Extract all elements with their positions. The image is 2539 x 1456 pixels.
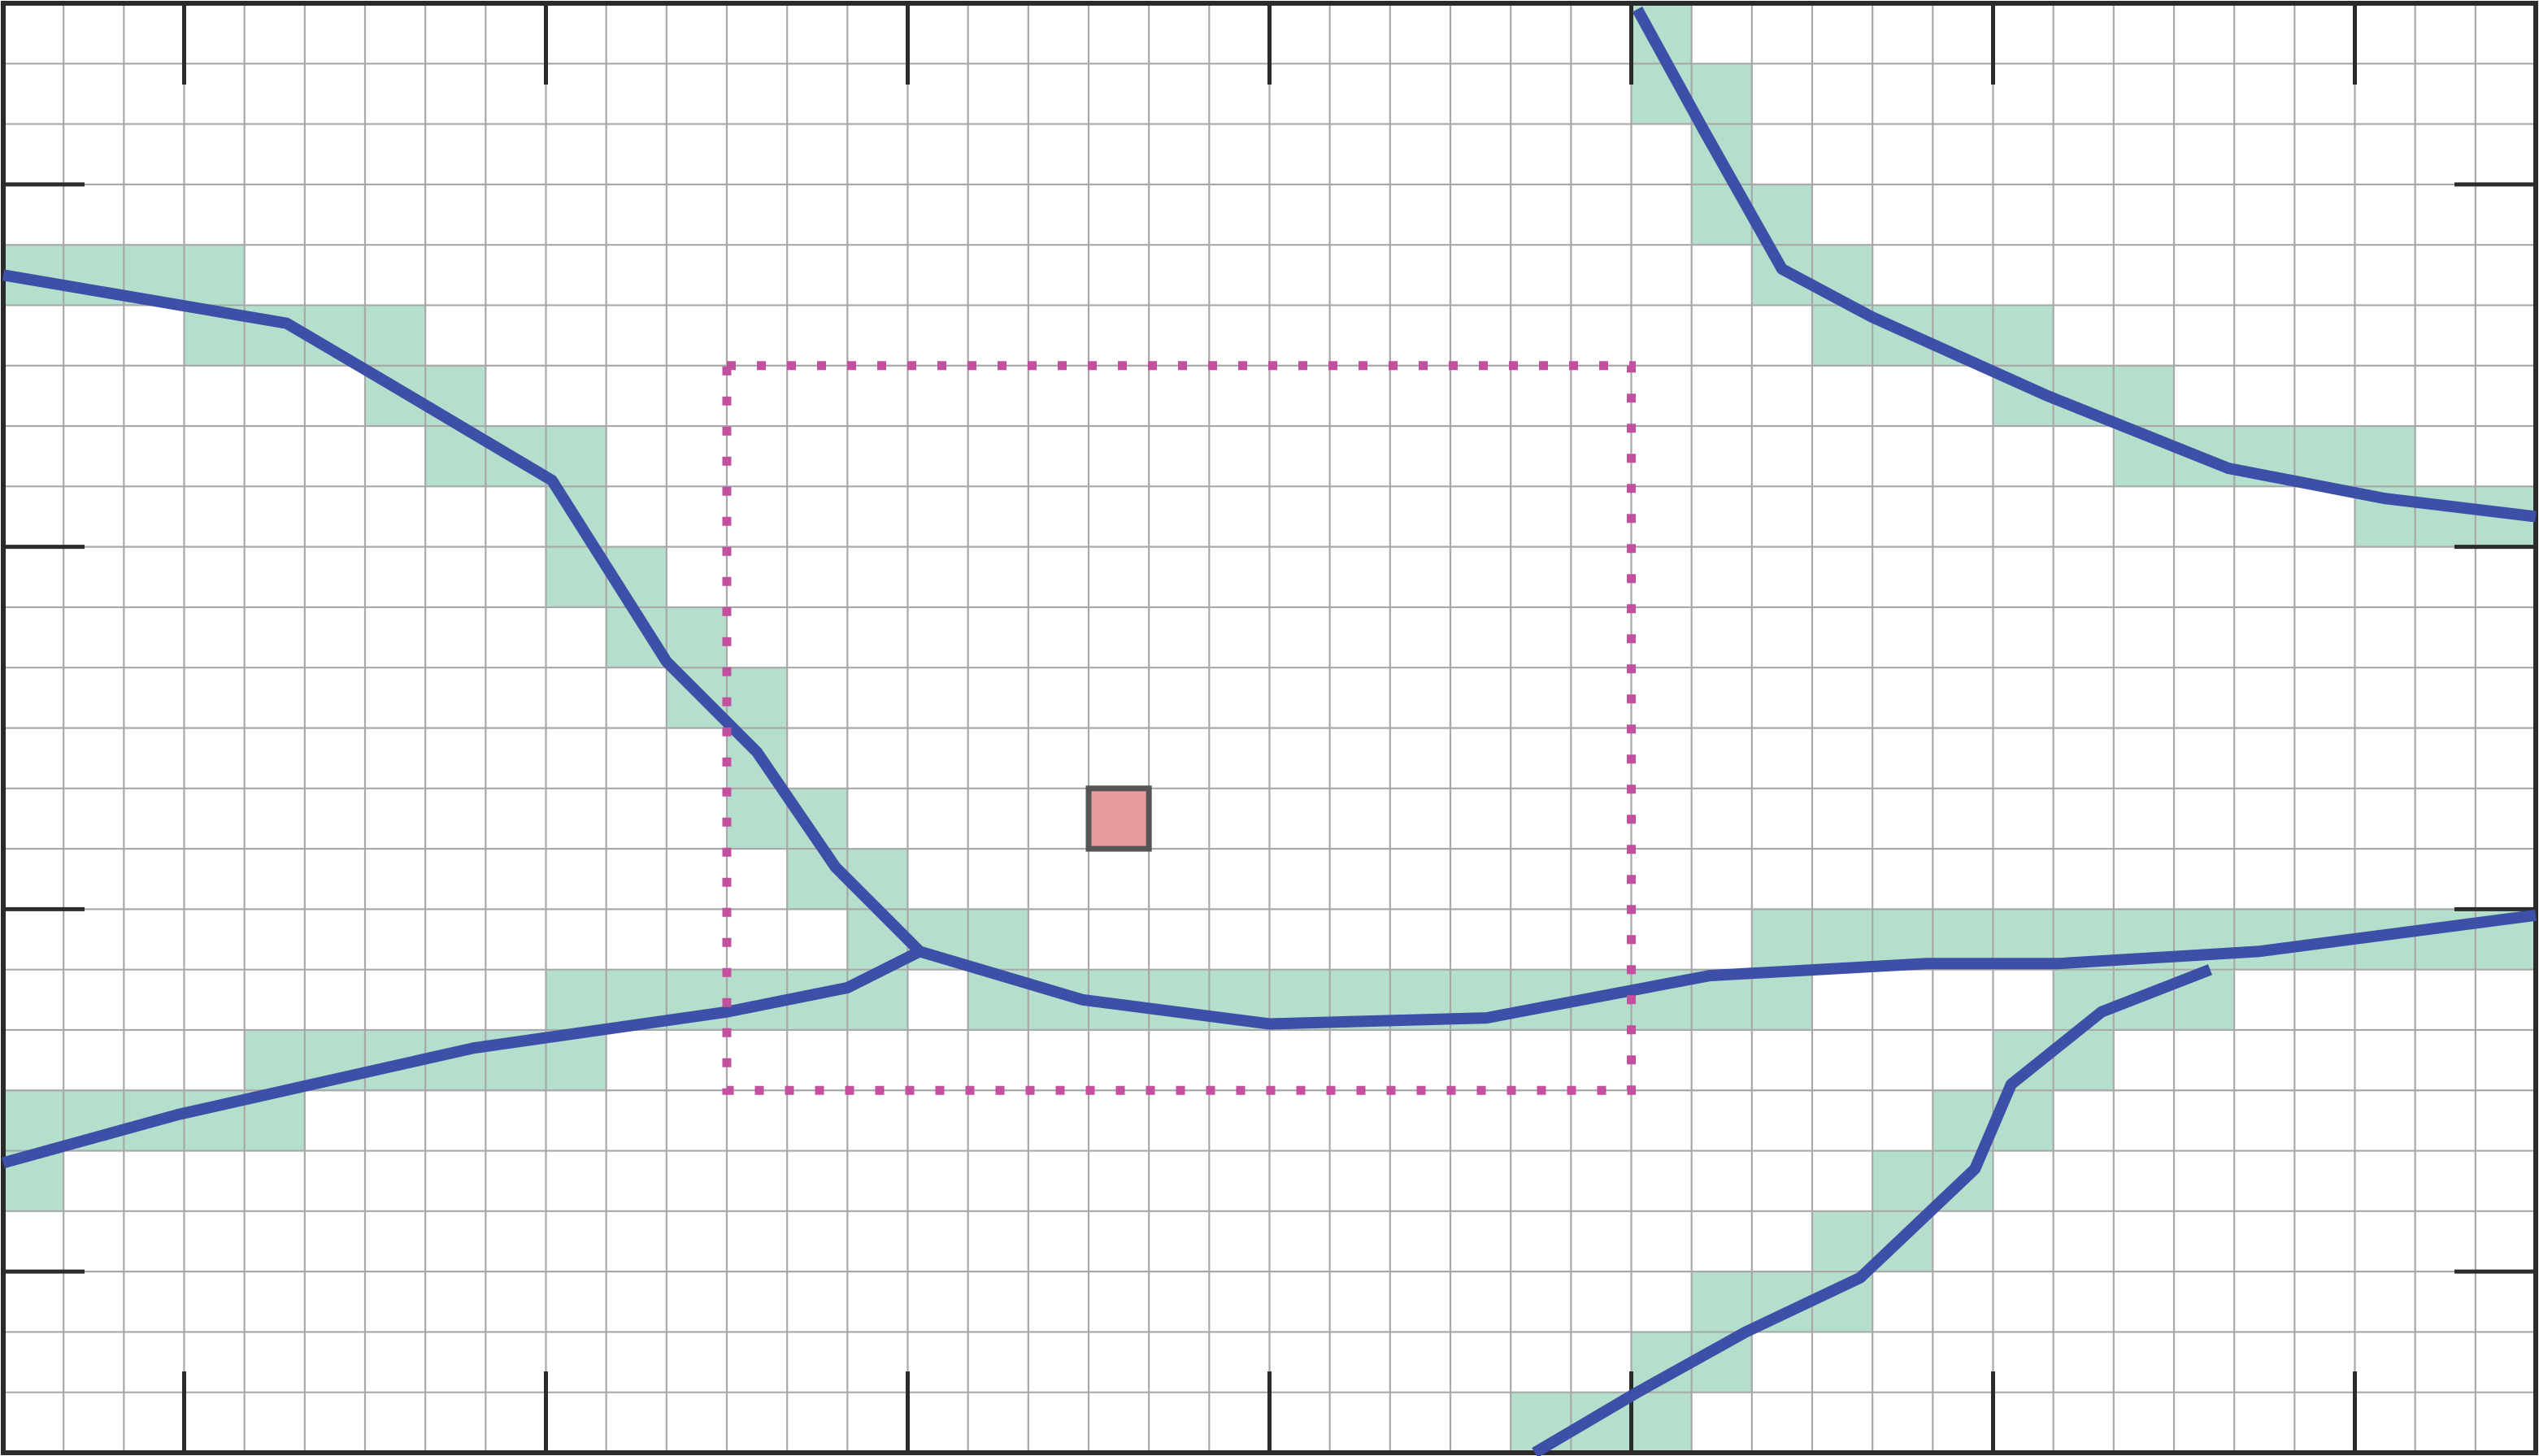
filled-cell	[2415, 909, 2476, 971]
center-marker	[1085, 785, 1152, 852]
filled-cell	[1812, 909, 1873, 971]
filled-cell	[1691, 1271, 1753, 1332]
filled-cell	[1691, 63, 1753, 125]
filled-cell	[3, 1090, 64, 1152]
filled-cell	[1812, 1210, 1873, 1272]
traced-path	[2, 269, 2537, 1030]
filled-cell	[666, 606, 728, 668]
filled-cell	[727, 788, 788, 850]
traced-path	[2, 946, 923, 1169]
filled-cell	[2354, 426, 2416, 487]
filled-cell	[1631, 1392, 1693, 1454]
filled-cell	[727, 667, 788, 728]
filled-cell	[1149, 969, 1210, 1031]
traced-paths	[2, 7, 2537, 1456]
filled-cell	[1751, 909, 1813, 971]
traced-path	[1532, 964, 2213, 1456]
filled-cell	[2294, 426, 2355, 487]
filled-cell	[2415, 486, 2476, 548]
filled-cell	[1993, 305, 2054, 367]
query-region	[722, 361, 1636, 1095]
filled-cell	[787, 849, 848, 910]
filled-cell	[1751, 969, 1813, 1031]
filled-cell	[1872, 1150, 1933, 1212]
filled-cell	[546, 969, 607, 1031]
grid-lines	[3, 3, 2536, 1453]
filled-cell	[2113, 365, 2175, 427]
filled-cell	[847, 849, 908, 910]
major-ticks	[3, 3, 2536, 1453]
traced-path	[1632, 7, 2537, 523]
filled-cell	[184, 245, 246, 306]
filled-cell	[2234, 909, 2295, 971]
filled-cell	[967, 909, 1029, 971]
filled-cell	[365, 305, 426, 367]
filled-cell	[244, 1029, 306, 1091]
